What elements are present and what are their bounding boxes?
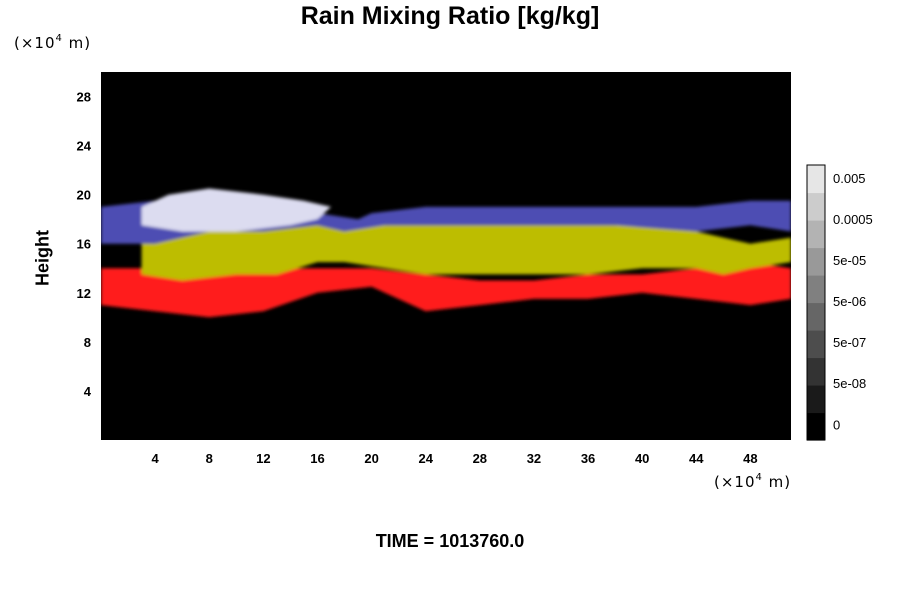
y-tick-label: 20 bbox=[77, 188, 91, 203]
y-unit-prefix: (×10 bbox=[14, 34, 56, 52]
colorbar-label: 5e-08 bbox=[833, 376, 866, 391]
colorbar-frame bbox=[806, 164, 826, 441]
data-region-3 bbox=[141, 188, 331, 232]
y-axis-ticks: 4 8 12 16 20 24 28 bbox=[77, 90, 92, 399]
colorbar-step bbox=[807, 412, 825, 441]
x-tick-label: 12 bbox=[256, 451, 270, 466]
colorbar-step bbox=[807, 165, 825, 194]
y-tick-label: 8 bbox=[84, 335, 91, 350]
colorbar-label: 5e-05 bbox=[833, 253, 866, 268]
colorbar-step bbox=[807, 385, 825, 414]
y-tick-label: 16 bbox=[77, 237, 91, 252]
x-tick-label: 20 bbox=[364, 451, 378, 466]
x-tick-label: 36 bbox=[581, 451, 595, 466]
colorbar-step bbox=[807, 357, 825, 386]
colorbar-step bbox=[807, 330, 825, 359]
x-tick-label: 40 bbox=[635, 451, 649, 466]
y-unit-suffix: m) bbox=[62, 34, 92, 52]
x-tick-label: 16 bbox=[310, 451, 324, 466]
x-tick-label: 44 bbox=[689, 451, 704, 466]
colorbar-label: 0.0005 bbox=[833, 212, 873, 227]
chart-title: Rain Mixing Ratio [kg/kg] bbox=[300, 2, 600, 30]
y-tick-label: 12 bbox=[77, 286, 91, 301]
colorbar-label: 5e-07 bbox=[833, 335, 866, 350]
colorbar-step bbox=[807, 302, 825, 331]
data-layers bbox=[101, 188, 791, 318]
x-axis-ticks: 4 8 12 16 20 24 28 32 36 40 44 48 bbox=[152, 451, 758, 466]
x-unit-prefix: (×10 bbox=[714, 473, 756, 491]
x-tick-label: 24 bbox=[418, 451, 433, 466]
x-axis-unit: (×104 m) bbox=[714, 472, 791, 491]
colorbar-step bbox=[807, 275, 825, 304]
colorbar-step bbox=[807, 192, 825, 221]
colorbar-step bbox=[807, 247, 825, 276]
colorbar-label: 0.005 bbox=[833, 171, 866, 186]
y-tick-label: 24 bbox=[77, 139, 92, 154]
x-tick-label: 28 bbox=[473, 451, 487, 466]
x-tick-label: 4 bbox=[152, 451, 160, 466]
colorbar-step bbox=[807, 220, 825, 249]
y-tick-label: 28 bbox=[77, 90, 91, 105]
x-unit-suffix: m) bbox=[762, 473, 792, 491]
data-region-0 bbox=[101, 262, 791, 318]
y-unit-exponent: 4 bbox=[55, 33, 63, 44]
x-tick-label: 32 bbox=[527, 451, 541, 466]
colorbar-label: 0 bbox=[833, 417, 840, 432]
colorbar-label: 5e-06 bbox=[833, 294, 866, 309]
y-tick-label: 4 bbox=[84, 384, 92, 399]
x-tick-label: 8 bbox=[206, 451, 213, 466]
time-label: TIME = 1013760.0 bbox=[375, 531, 525, 551]
x-unit-exponent: 4 bbox=[755, 472, 763, 483]
colorbar: 0.005 0.0005 5e-05 5e-06 5e-07 5e-08 0 bbox=[806, 164, 873, 441]
data-region-1 bbox=[141, 219, 791, 281]
y-axis-unit: (×104 m) bbox=[14, 33, 91, 52]
x-tick-label: 48 bbox=[743, 451, 757, 466]
